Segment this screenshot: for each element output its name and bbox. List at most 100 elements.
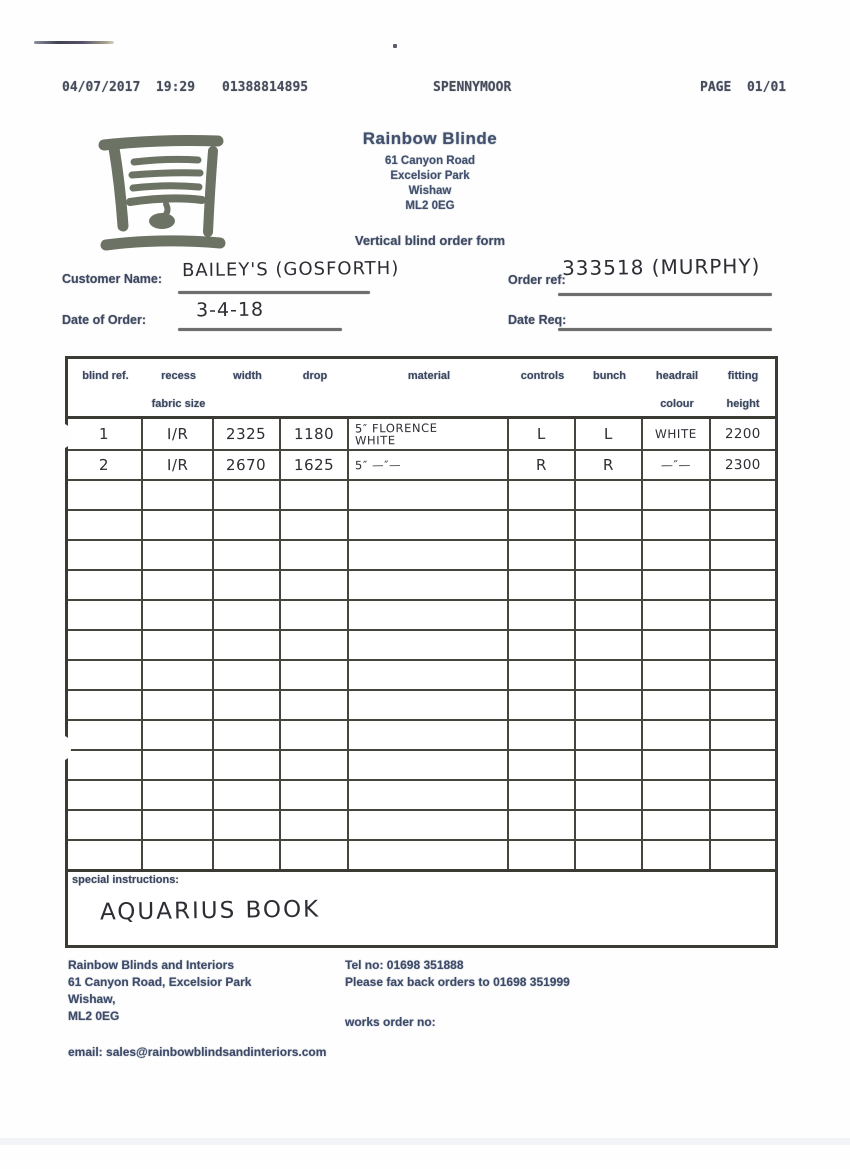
cell-controls [509, 481, 576, 509]
cell-drop [281, 751, 349, 779]
table-row [68, 809, 775, 839]
cell-headrail [643, 601, 711, 629]
cell-drop [281, 841, 349, 869]
footer-address-line: Wishaw, [68, 992, 116, 1006]
table-header-row: blind ref. recess fabric size width drop mate… [68, 359, 775, 419]
cell-material [349, 571, 509, 599]
cell-headrail [643, 811, 711, 839]
cell-controls: L [509, 419, 576, 449]
fax-transmission-header: 04/07/2017 19:29 01388814895 SPENNYMOOR … [0, 80, 850, 98]
column-header-bunch: bunch [593, 370, 626, 382]
cell-bunch [576, 661, 643, 689]
order-ref-value: 333518 (MURPHY) [561, 253, 761, 281]
date-req-label: Date Req: [508, 313, 567, 327]
cell-material [349, 781, 509, 809]
cell-fitting [711, 691, 775, 719]
cell-headrail [643, 661, 711, 689]
cell-blind-ref: 1 [68, 419, 143, 449]
scan-artifact-dash [34, 41, 114, 44]
cell-drop [281, 631, 349, 659]
cell-fitting: 2300 [725, 456, 761, 474]
fax-datetime: 04/07/2017 19:29 [62, 80, 196, 95]
table-row [68, 749, 775, 779]
cell-drop: 1625 [281, 451, 349, 479]
cell-recess [143, 661, 214, 689]
cell-bunch [576, 841, 643, 869]
form-title: Vertical blind order form [354, 233, 506, 248]
company-address-line: Wishaw [408, 185, 452, 197]
table-row [68, 479, 775, 509]
company-address: 61 Canyon Road Excelsior Park Wishaw ML2… [320, 154, 540, 214]
cell-bunch [576, 571, 643, 599]
cell-bunch [576, 721, 643, 749]
cell-material [349, 481, 509, 509]
cell-controls [509, 571, 576, 599]
cell-fitting [711, 661, 775, 689]
date-of-order-value: 3-4-18 [195, 298, 265, 322]
cell-recess [143, 481, 214, 509]
cell-blind-ref: 2 [68, 451, 143, 479]
cell-headrail [643, 721, 711, 749]
cell-recess [143, 781, 214, 809]
cell-controls [509, 781, 576, 809]
customer-name-underline [178, 291, 370, 294]
customer-name-label: Customer Name: [62, 272, 163, 286]
cell-controls [509, 721, 576, 749]
cell-bunch [576, 511, 643, 539]
cell-recess [143, 811, 214, 839]
footer-company-block: Rainbow Blinds and Interiors 61 Canyon R… [68, 957, 251, 1025]
table-row [68, 539, 775, 569]
works-order-label: works order no: [345, 1015, 436, 1029]
cell-headrail [643, 481, 711, 509]
cell-bunch [576, 781, 643, 809]
cell-blind-ref [68, 691, 143, 719]
table-row [68, 629, 775, 659]
cell-controls [509, 661, 576, 689]
cell-recess: I/R [143, 451, 214, 479]
cell-blind-ref [68, 601, 143, 629]
table-row [68, 659, 775, 689]
blinds-logo-icon [98, 135, 226, 251]
cell-headrail [643, 751, 711, 779]
cell-bunch: R [576, 451, 643, 479]
special-instructions-box: special instructions: [68, 869, 775, 945]
cell-headrail [643, 631, 711, 659]
footer-contact-block: Tel no: 01698 351888 Please fax back ord… [345, 957, 570, 991]
table-row [68, 689, 775, 719]
date-of-order-underline [178, 328, 342, 331]
cell-width [214, 541, 281, 569]
cell-width: 2325 [214, 419, 281, 449]
cell-controls: R [509, 451, 576, 479]
cell-recess [143, 541, 214, 569]
hole-punch-notch [57, 736, 71, 760]
cell-width [214, 781, 281, 809]
cell-material [349, 811, 509, 839]
cell-drop [281, 601, 349, 629]
cell-width [214, 661, 281, 689]
cell-blind-ref [68, 781, 143, 809]
column-header-drop: drop [302, 370, 328, 382]
cell-width: 2670 [214, 451, 281, 479]
cell-bunch [576, 691, 643, 719]
cell-blind-ref [68, 541, 143, 569]
column-header-fitting: fitting height [726, 370, 760, 410]
cell-bunch [576, 541, 643, 569]
cell-material [349, 751, 509, 779]
cell-blind-ref [68, 661, 143, 689]
cell-headrail [643, 691, 711, 719]
customer-name-value: BAILEY'S (GOSFORTH) [181, 257, 400, 282]
cell-material [349, 601, 509, 629]
cell-width [214, 841, 281, 869]
footer-address-line: 61 Canyon Road, Excelsior Park [68, 975, 252, 989]
table-row: 2 I/R 2670 1625 5″ —″— R R —″— 2300 [68, 449, 775, 479]
cell-blind-ref [68, 571, 143, 599]
cell-blind-ref [68, 511, 143, 539]
cell-material [349, 541, 509, 569]
cell-material: 5″ FLORENCE WHITE [349, 419, 509, 449]
cell-bunch: L [576, 419, 643, 449]
cell-width [214, 571, 281, 599]
company-name: Rainbow Blinde [362, 129, 498, 148]
cell-width [214, 751, 281, 779]
cell-headrail [643, 541, 711, 569]
